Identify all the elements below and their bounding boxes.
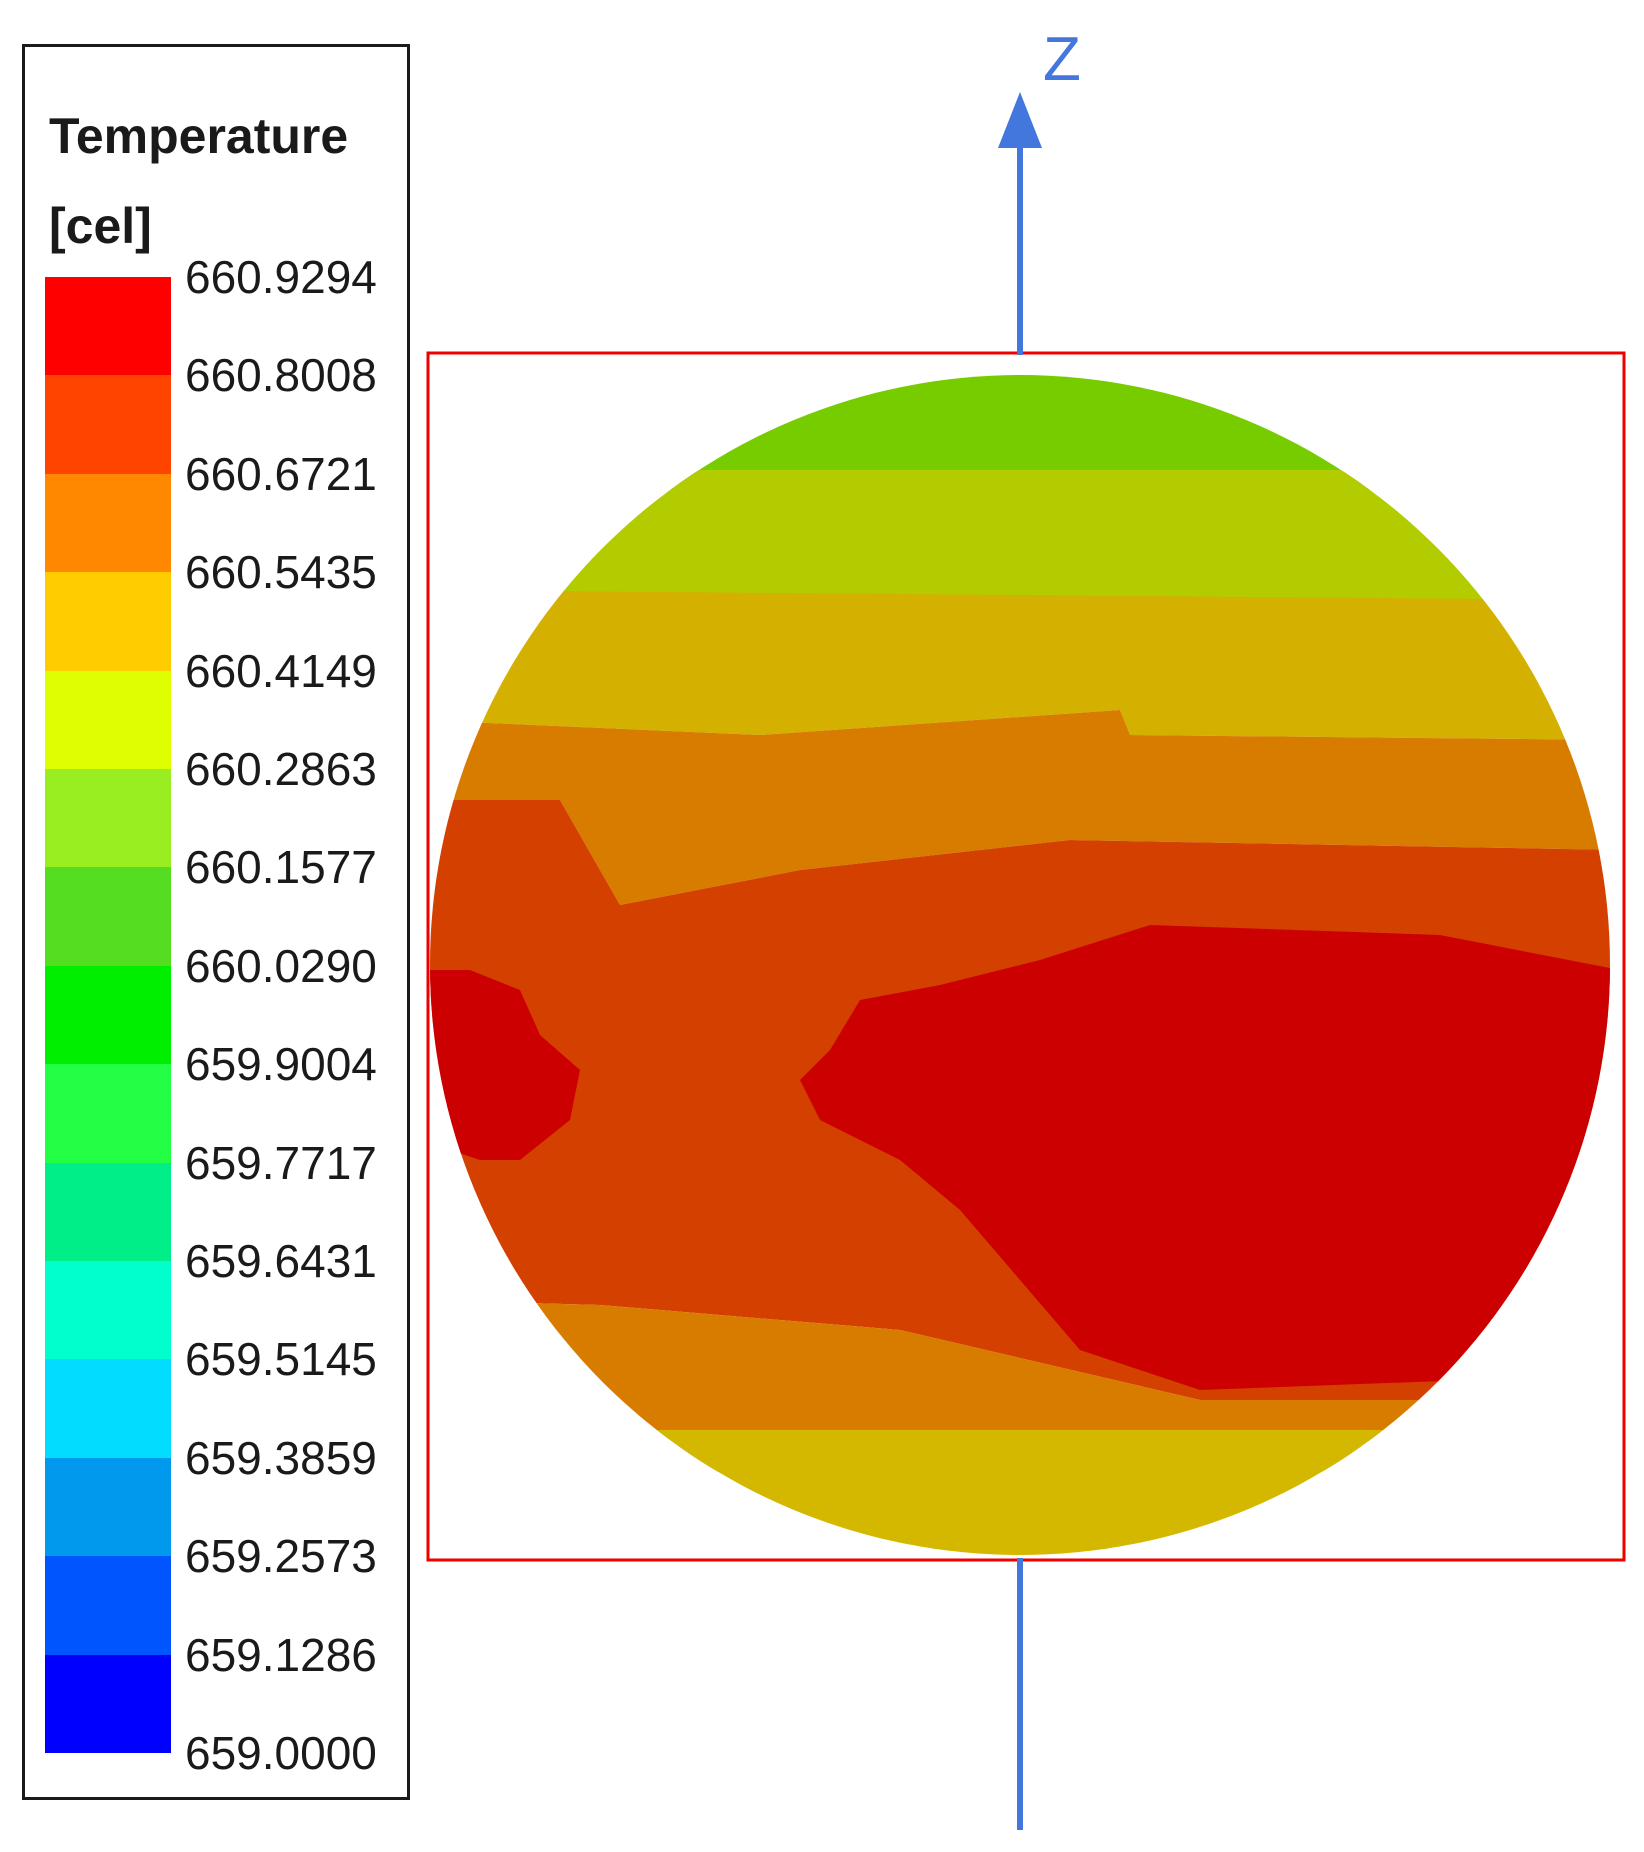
legend-tick-label: 660.1577 [185, 841, 377, 894]
legend-tick-label: 659.5145 [185, 1333, 377, 1386]
legend-band-2 [45, 375, 171, 475]
legend-tick-label: 660.9294 [185, 251, 377, 303]
legend-tick-label: 660.4149 [185, 644, 377, 697]
legend-tick-label: 659.6431 [185, 1235, 377, 1287]
z-axis-label: Z [1043, 25, 1081, 94]
legend-band-12 [45, 1359, 171, 1459]
sphere-band-hot [800, 925, 1610, 1390]
sphere-band-top [430, 375, 1610, 490]
sphere-band-hot-left [430, 970, 580, 1160]
legend-title-line2: [cel] [49, 198, 152, 254]
temperature-sphere [430, 375, 1610, 1555]
legend-band-5 [45, 670, 171, 770]
legend-tick-label: 659.3859 [185, 1431, 377, 1484]
legend-tick-label: 660.8008 [185, 349, 377, 402]
legend-band-7 [45, 867, 171, 967]
legend-color-bar [45, 277, 171, 1754]
sphere-band-mid-upper [430, 590, 1610, 740]
legend-tick-label: 660.5435 [185, 546, 377, 599]
legend-tick-label: 659.2573 [185, 1530, 377, 1583]
sphere-band-middle [430, 710, 1610, 905]
legend-band-1 [45, 277, 171, 376]
z-axis-arrowhead [998, 92, 1042, 148]
legend-tick-label: 659.1286 [185, 1628, 377, 1681]
legend-band-3 [45, 473, 171, 573]
sphere-band-bottom [430, 1430, 1610, 1555]
legend-band-13 [45, 1457, 171, 1557]
legend-tick-label: 660.0290 [185, 939, 377, 992]
legend-band-4 [45, 572, 171, 672]
legend-tick-label: 659.0000 [185, 1727, 377, 1779]
legend-band-10 [45, 1162, 171, 1262]
legend-band-6 [45, 769, 171, 868]
legend-band-14 [45, 1556, 171, 1656]
legend-band-8 [45, 965, 171, 1065]
legend-band-15 [45, 1654, 171, 1754]
color-legend: Temperature [cel] 660.9294 660.8008 660.67… [22, 44, 410, 1800]
legend-title-line1: Temperature [49, 108, 349, 164]
legend-tick-label: 660.2863 [185, 743, 377, 795]
legend-band-9 [45, 1064, 171, 1164]
legend-title: Temperature [cel] [49, 91, 348, 271]
legend-tick-label: 660.6721 [185, 447, 377, 500]
legend-tick-label: 659.9004 [185, 1038, 377, 1091]
legend-tick-label: 659.7717 [185, 1136, 377, 1189]
bounding-box [426, 351, 1626, 1562]
sphere-band-upper [430, 470, 1610, 600]
legend-band-11 [45, 1261, 171, 1360]
